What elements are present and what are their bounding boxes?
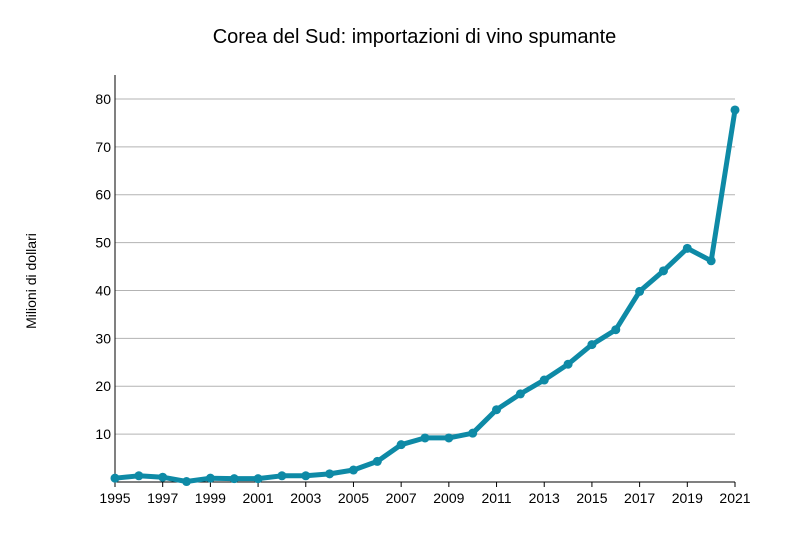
y-tick-labels: 10 20 30 40 50 60 70 80 <box>95 91 111 442</box>
data-point <box>730 105 740 115</box>
data-point <box>539 375 549 385</box>
y-tick-label: 50 <box>95 235 111 251</box>
y-tick-label: 70 <box>95 139 111 155</box>
data-point <box>134 471 144 481</box>
axes <box>114 75 736 487</box>
x-tick-label: 2003 <box>290 490 321 506</box>
data-point <box>563 359 573 369</box>
gridlines <box>115 98 735 435</box>
y-tick-label: 40 <box>95 282 111 298</box>
data-point <box>182 477 192 487</box>
series-line <box>112 107 738 484</box>
data-point <box>253 474 263 484</box>
data-point <box>110 473 120 483</box>
data-point <box>658 266 668 276</box>
data-point <box>635 286 645 296</box>
data-point <box>205 473 215 483</box>
x-tick-label: 2017 <box>624 490 655 506</box>
x-tick-label: 2021 <box>719 490 750 506</box>
data-point <box>468 428 478 438</box>
data-point <box>587 340 597 350</box>
y-tick-label: 30 <box>95 330 111 346</box>
data-point <box>682 243 692 253</box>
x-tick-label: 2019 <box>672 490 703 506</box>
data-point <box>158 472 168 482</box>
y-tick-label: 10 <box>95 426 111 442</box>
data-point <box>706 256 716 266</box>
data-point <box>396 440 406 450</box>
y-tick-label: 80 <box>95 91 111 107</box>
x-tick-label: 2015 <box>576 490 607 506</box>
data-point <box>515 389 525 399</box>
data-point <box>277 471 287 481</box>
data-point <box>492 405 502 415</box>
data-point <box>325 469 335 479</box>
chart-title: Corea del Sud: importazioni di vino spum… <box>212 26 617 48</box>
x-tick-label: 1999 <box>195 490 226 506</box>
y-tick-label: 60 <box>95 187 111 203</box>
data-point <box>348 465 358 475</box>
x-tick-label: 1995 <box>99 490 130 506</box>
data-point <box>229 474 239 484</box>
x-tick-label: 2005 <box>338 490 369 506</box>
x-tick-label: 2009 <box>433 490 464 506</box>
data-point <box>420 433 430 443</box>
x-tick-labels: 1995 1997 1999 2001 2003 2005 2007 2009 2011 2013… <box>99 490 750 506</box>
data-point <box>444 433 454 443</box>
x-tick-label: 2011 <box>481 490 511 506</box>
data-point <box>372 456 382 466</box>
data-point <box>611 325 621 335</box>
series-layer <box>110 105 740 487</box>
x-tick-label: 1997 <box>147 490 178 506</box>
x-tick-label: 2013 <box>529 490 560 506</box>
x-tick-label: 2001 <box>242 490 273 506</box>
x-tick-label: 2007 <box>386 490 417 506</box>
y-tick-label: 20 <box>95 378 111 394</box>
data-point <box>301 471 311 481</box>
